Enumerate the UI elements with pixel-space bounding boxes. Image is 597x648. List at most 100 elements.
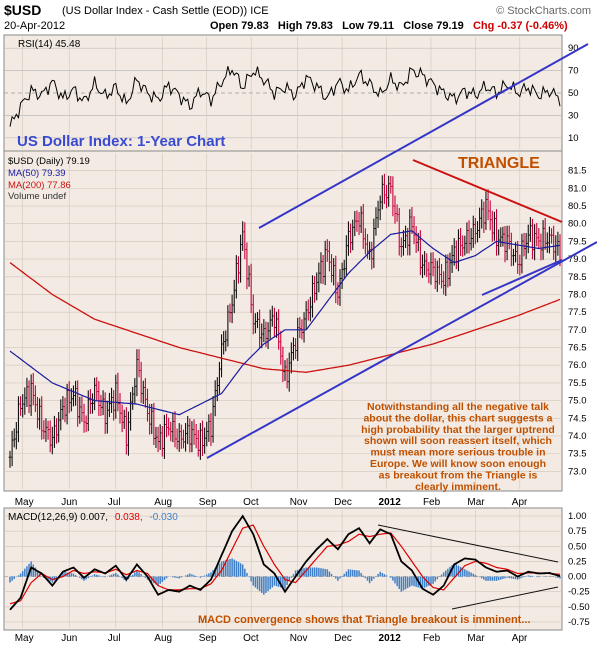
macd-x-label: Jun [61,633,77,644]
legend-usd: $USD (Daily) 79.19 [8,156,90,167]
macd-upper-convergence [377,524,559,563]
price-tick-label: 75.5 [568,378,587,389]
ma50-line [9,230,561,416]
macd-tick-label: 0.50 [568,541,587,552]
chart-title: US Dollar Index: 1-Year Chart [17,133,225,150]
annotation-line: Notwithstanding all the negative talk [367,401,549,413]
legend-ma200: MA(200) 77.86 [8,180,71,191]
macd-label-signal: 0.038, [115,512,143,523]
upper-channel-line [258,43,589,229]
macd-x-label: 2012 [379,633,402,644]
rsi-tick-label: 50 [568,88,579,99]
macd-note: MACD convergence shows that Triangle bre… [198,614,531,626]
change-value: Chg -0.37 (-0.46%) [472,20,568,32]
price-legend: $USD (Daily) 79.19 MA(50) 79.39 MA(200) … [8,156,90,202]
macd-x-label: Sep [199,633,217,644]
macd-tick-label: -0.75 [568,617,590,628]
annotation-line: Europe. We will know soon enough [370,458,546,470]
macd-tick-label: 0.75 [568,526,587,537]
watermark: © StockCharts.com [496,5,591,17]
price-x-label: 2012 [379,497,402,508]
price-tick-label: 81.5 [568,166,587,177]
triangle-annotation: TRIANGLE [458,155,540,172]
price-tick-label: 73.5 [568,449,587,460]
price-x-label: Nov [290,497,308,508]
price-tick-label: 77.0 [568,325,587,336]
price-tick-label: 78.5 [568,272,587,283]
macd-line [9,514,561,611]
price-x-label: May [15,497,34,508]
price-x-label: Feb [423,497,441,508]
price-x-label: Sep [199,497,217,508]
macd-x-label: Nov [290,633,308,644]
annotation-line: shown will soon reassert itself, which [364,435,552,447]
ohlc-readout: Open 79.83 High 79.83 Low 79.11 Close 79… [210,20,568,32]
annotation-line: clearly imminent. [415,481,501,493]
price-tick-label: 78.0 [568,289,587,300]
open-value: Open 79.83 [210,20,269,32]
macd-tick-label: 1.00 [568,511,587,522]
macd-tick-label: -0.50 [568,602,590,613]
rsi-tick-label: 10 [568,133,579,144]
price-x-label: Oct [243,497,259,508]
price-tick-label: 73.0 [568,466,587,477]
macd-x-label: Feb [423,633,441,644]
macd-label: MACD(12,26,9) 0.007, 0.038, -0.030 [8,512,178,523]
macd-tick-label: 0.25 [568,556,587,567]
price-x-label: Mar [467,497,485,508]
annotation-line: high probability that the larger uptrend [361,424,555,436]
low-value: Low 79.11 [342,20,395,32]
price-tick-label: 79.0 [568,254,587,265]
macd-x-label: Apr [512,633,528,644]
price-tick-label: 80.0 [568,219,587,230]
macd-x-label: Oct [243,633,259,644]
price-tick-label: 76.5 [568,343,587,354]
price-panel [3,150,563,492]
price-tick-label: 79.5 [568,236,587,247]
triangle-support-line [481,259,563,296]
macd-panel [3,507,563,631]
rsi-tick-label: 90 [568,43,579,54]
symbol: $USD [4,2,42,18]
price-x-label: Jun [61,497,77,508]
price-tick-label: 77.5 [568,307,587,318]
macd-tick-label: -0.25 [568,587,590,598]
legend-volume: Volume undef [8,191,66,202]
annotation-line: as breakout from the Triangle is [379,469,538,481]
rsi-tick-label: 70 [568,66,579,77]
rsi-line [9,66,561,127]
lower-channel-line [206,241,597,459]
annotation-line: about the dollar, this chart suggests a [363,412,552,424]
price-tick-label: 80.5 [568,201,587,212]
macd-x-label: May [15,633,34,644]
macd-x-label: Mar [467,633,485,644]
legend-ma50: MA(50) 79.39 [8,168,66,179]
macd-x-label: Dec [334,633,352,644]
price-tick-label: 74.0 [568,431,587,442]
high-value: High 79.83 [277,20,333,32]
close-value: Close 79.19 [403,20,464,32]
macd-tick-label: 0.00 [568,572,587,583]
rsi-tick-label: 30 [568,110,579,121]
price-tick-label: 76.0 [568,360,587,371]
rsi-label: RSI(14) 45.48 [18,39,81,50]
macd-label-hist: -0.030 [149,512,178,523]
macd-label-main: MACD(12,26,9) 0.007, [8,512,108,523]
price-tick-label: 74.5 [568,413,587,424]
macd-lower-convergence [451,586,559,610]
macd-x-label: Jul [108,633,121,644]
price-tick-label: 75.0 [568,396,587,407]
price-x-label: Aug [154,497,172,508]
ma200-line [9,262,561,373]
price-x-label: Jul [108,497,121,508]
triangle-resistance-line [412,159,563,223]
instrument-name: (US Dollar Index - Cash Settle (EOD)) IC… [62,5,269,17]
price-x-label: Dec [334,497,352,508]
annotation-line: must mean more serious trouble in [370,447,545,459]
chart-date: 20-Apr-2012 [4,20,66,32]
macd-x-label: Aug [154,633,172,644]
price-tick-label: 81.0 [568,183,587,194]
price-x-label: Apr [512,497,528,508]
